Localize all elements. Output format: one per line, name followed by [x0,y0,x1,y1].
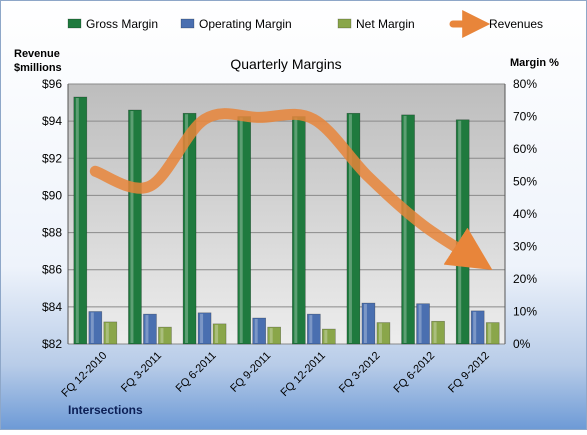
legend-label: Revenues [489,17,543,31]
bar-gross-margin [238,117,251,345]
bar-highlight [379,324,382,343]
bar-highlight [215,325,218,343]
bar-net-margin [104,322,117,344]
bar-gross-margin [128,110,141,344]
right-tick-label: 50% [513,175,537,189]
bar-net-margin [268,327,281,344]
bar-net-margin [486,323,499,344]
left-tick-label: $96 [42,77,62,91]
bar-highlight [76,98,79,343]
bar-highlight [364,304,367,343]
left-tick-label: $90 [42,188,62,202]
bar-highlight [324,330,327,343]
bar-gross-margin [456,120,469,344]
right-tick-label: 10% [513,305,537,319]
legend-swatch [68,19,81,28]
bar-highlight [160,328,163,343]
right-tick-label: 70% [513,110,537,124]
bar-highlight [130,111,133,343]
right-axis-label: Margin % [510,57,559,69]
bar-net-margin [322,329,335,344]
left-tick-label: $88 [42,226,62,240]
bar-net-margin [377,323,390,344]
bar-operating-margin [307,314,320,344]
chart-title: Quarterly Margins [230,56,341,72]
bar-highlight [404,116,407,343]
bar-highlight [145,315,148,343]
bar-operating-margin [417,304,430,344]
bar-gross-margin [402,115,415,344]
bar-highlight [473,312,476,343]
legend-label: Net Margin [356,17,415,31]
bar-highlight [488,324,491,343]
bar-net-margin [213,324,226,344]
legend-label: Gross Margin [86,17,158,31]
right-tick-label: 40% [513,207,537,221]
bar-operating-margin [89,312,102,345]
left-tick-label: $84 [42,300,62,314]
right-tick-label: 20% [513,272,537,286]
bar-net-margin [158,327,171,344]
bar-net-margin [432,321,445,344]
footer-label: Intersections [68,403,143,417]
bar-operating-margin [253,318,266,344]
bar-operating-margin [198,313,211,344]
bar-highlight [419,305,422,343]
bar-highlight [91,313,94,344]
bar-gross-margin [292,117,305,345]
left-tick-label: $82 [42,337,62,351]
bar-highlight [255,319,258,343]
left-tick-label: $86 [42,263,62,277]
bar-operating-margin [362,303,375,344]
bar-highlight [106,323,109,343]
bar-highlight [240,118,243,344]
bar-operating-margin [143,314,156,344]
bar-highlight [270,328,273,343]
left-axis-label-line1: Revenue [14,48,60,60]
right-tick-label: 0% [513,337,531,351]
left-tick-label: $94 [42,114,62,128]
bar-gross-margin [74,97,87,344]
bar-highlight [434,322,437,343]
legend-swatch [338,19,351,28]
bar-highlight [294,118,297,344]
bar-highlight [200,314,203,343]
left-tick-label: $92 [42,151,62,165]
bar-highlight [309,315,312,343]
left-axis-label-line2: $millions [14,62,62,74]
right-axis-ticks: 0% 10% 20% 30% 40% 50% 60% 70% 80% [513,77,537,351]
right-tick-label: 30% [513,240,537,254]
right-tick-label: 80% [513,77,537,91]
bar-highlight [458,121,461,343]
right-tick-label: 60% [513,142,537,156]
legend-label: Operating Margin [199,17,292,31]
bar-operating-margin [471,311,484,344]
legend-swatch [181,19,194,28]
